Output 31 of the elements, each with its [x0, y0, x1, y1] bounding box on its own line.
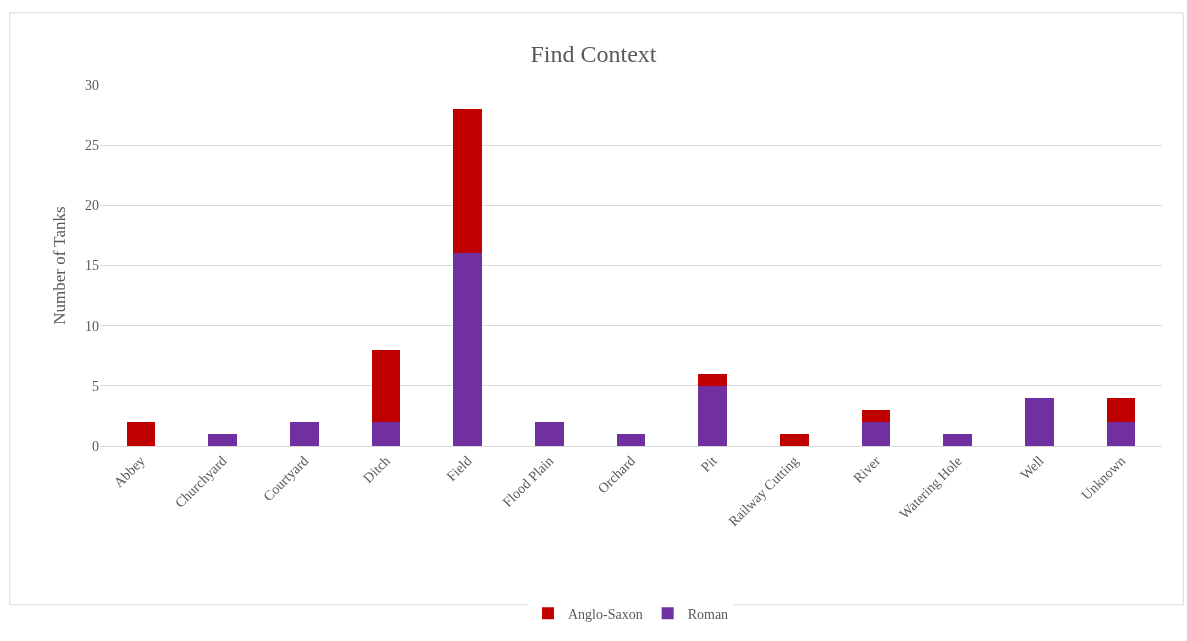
y-axis-title: Number of Tanks: [49, 206, 69, 325]
x-tick-label: Well: [1017, 453, 1047, 483]
bar: [371, 349, 401, 422]
bar: [535, 421, 564, 446]
bar: [698, 385, 727, 446]
y-tick-label: 30: [85, 77, 99, 93]
bar: [289, 421, 319, 446]
y-tick-label: 15: [85, 258, 99, 274]
bar: [616, 433, 646, 446]
bar: [861, 421, 891, 446]
bar: [698, 373, 727, 386]
bar: [861, 409, 891, 422]
bar: [208, 433, 237, 446]
y-tick-label: 10: [85, 318, 99, 334]
bar: [1106, 421, 1136, 446]
bar: [780, 433, 809, 446]
y-tick-label: 0: [92, 438, 99, 454]
bar: [1025, 397, 1054, 446]
y-tick-label: 20: [85, 198, 99, 214]
bar: [126, 421, 156, 446]
bar: [943, 433, 973, 446]
legend-label: Roman: [687, 606, 729, 622]
x-tick-label: Pit: [698, 453, 720, 475]
bar: [453, 253, 482, 446]
chart-title: Find Context: [530, 40, 657, 67]
legend-label: Anglo-Saxon: [568, 606, 643, 622]
bar: [453, 109, 482, 254]
bar: [371, 421, 401, 446]
y-tick-label: 25: [85, 138, 99, 154]
y-tick-label: 5: [92, 378, 99, 394]
bar: [1106, 397, 1136, 422]
